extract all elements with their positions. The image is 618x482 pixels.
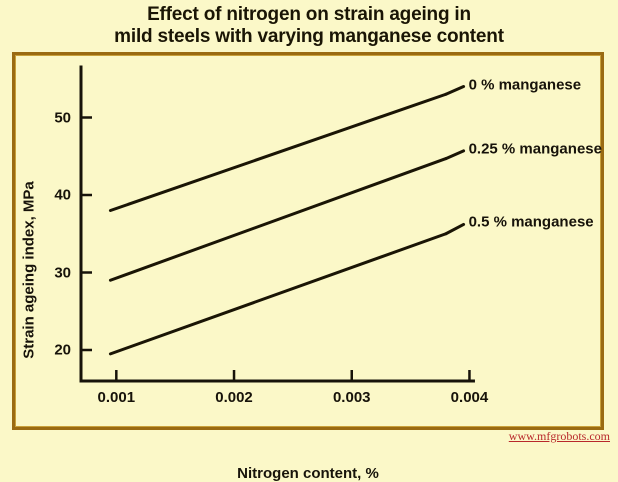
y-axis-tick-label: 40 <box>54 186 71 204</box>
y-axis-title: Strain ageing index, MPa <box>20 181 38 359</box>
annotation-leader-lines <box>444 85 466 236</box>
chart-frame: 20 30 40 50 0.001 0.002 0.003 0.004 0 % mangan… <box>12 52 607 482</box>
plot-svg <box>79 65 475 383</box>
x-axis-tick-label: 0.002 <box>215 389 253 406</box>
annotation-leader-line <box>444 222 466 236</box>
chart-title-line-1: Effect of nitrogen on strain ageing in <box>147 4 471 25</box>
annotation-leader-line <box>444 149 466 161</box>
chart-screenshot: Effect of nitrogen on strain ageing in m… <box>0 4 618 482</box>
chart-title: Effect of nitrogen on strain ageing in m… <box>0 4 618 48</box>
x-axis-title: Nitrogen content, % <box>237 465 379 482</box>
x-axis-tick-label: 0.003 <box>332 389 371 406</box>
y-axis-tick-label: 50 <box>54 109 71 126</box>
x-axis-tick-label: 0.001 <box>97 389 136 406</box>
series-line <box>108 92 448 212</box>
series-lines <box>108 92 448 356</box>
chart-title-line-2: mild steels with varying manganese conte… <box>114 26 504 47</box>
annotation-leader-line <box>444 85 466 96</box>
axis-lines <box>79 65 475 383</box>
series-line <box>108 157 448 282</box>
series-label-2: 0.25 % manganese <box>468 140 602 158</box>
series-line <box>108 232 448 356</box>
series-label-1: 0 % manganese <box>468 76 582 93</box>
plot-area <box>15 55 607 433</box>
watermark-text: www.mfgrobots.com <box>508 429 610 443</box>
y-axis-tick-label: 30 <box>54 264 71 281</box>
series-label-3: 0.5 % manganese <box>468 213 594 231</box>
x-axis-tick-label: 0.004 <box>450 389 489 406</box>
axis-ticks <box>81 116 471 381</box>
y-axis-tick-label: 20 <box>54 341 71 359</box>
